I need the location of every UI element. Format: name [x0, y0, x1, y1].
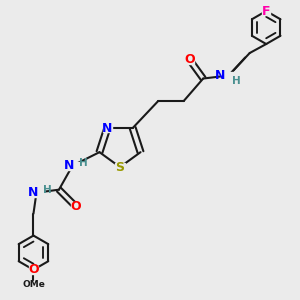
Bar: [262, 7, 270, 15]
Text: F: F: [262, 4, 270, 17]
Text: O: O: [70, 200, 81, 213]
Bar: [29, 266, 38, 274]
Bar: [185, 56, 194, 64]
Text: H: H: [232, 76, 240, 86]
Bar: [221, 72, 236, 80]
Text: N: N: [102, 122, 112, 134]
Text: H: H: [79, 158, 88, 168]
Bar: [115, 163, 125, 171]
Text: N: N: [64, 159, 74, 172]
Bar: [27, 281, 40, 289]
Text: H: H: [43, 185, 52, 195]
Bar: [65, 162, 80, 170]
Text: OMe: OMe: [22, 280, 45, 289]
Text: S: S: [116, 160, 124, 174]
Bar: [29, 189, 44, 196]
Text: N: N: [215, 69, 225, 82]
Text: O: O: [184, 53, 195, 66]
Bar: [103, 124, 112, 132]
Text: O: O: [28, 263, 39, 276]
Text: N: N: [28, 186, 38, 199]
Bar: [71, 202, 80, 210]
